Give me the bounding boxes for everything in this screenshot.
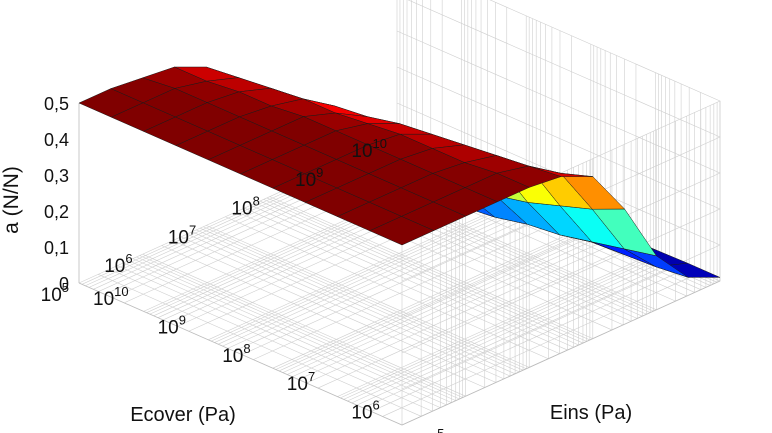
grid-line — [401, 0, 721, 282]
grid-line — [136, 256, 460, 400]
grid-line — [233, 206, 553, 352]
z-tick-label: 0,3 — [44, 166, 69, 186]
grid-line — [236, 211, 560, 354]
x-axis-label: Eins (Pa) — [550, 402, 632, 424]
grid-line — [272, 223, 591, 369]
grid-line — [203, 226, 527, 369]
grid-line — [396, 30, 721, 318]
grid-line — [128, 260, 452, 403]
grid-line — [222, 201, 541, 347]
y-axis-label: Ecover (Pa) — [130, 404, 236, 426]
z-tick-label: 0,5 — [44, 94, 69, 114]
grid-line — [241, 210, 561, 355]
y-tick-label: 108 — [231, 194, 259, 220]
grid-line — [317, 243, 637, 389]
grid-line — [275, 225, 594, 370]
grid-line — [98, 274, 422, 417]
x-tick-label: 105 — [416, 426, 444, 433]
grid-line — [172, 240, 497, 383]
x-tick-label: 109 — [158, 312, 186, 338]
grid-line — [214, 198, 533, 343]
grid-line — [343, 255, 662, 400]
grid-line — [298, 235, 617, 380]
grid-line — [142, 253, 466, 397]
z-tick-label: 0,1 — [44, 238, 69, 258]
x-tick-label: 107 — [287, 369, 315, 395]
grid-line — [340, 253, 659, 399]
grid-line — [139, 255, 463, 398]
y-tick-label: 107 — [168, 222, 196, 248]
grid-line — [161, 245, 485, 388]
grid-line — [351, 258, 670, 404]
z-tick-label: 0,4 — [44, 130, 69, 150]
grid-line — [382, 272, 701, 417]
grid-line — [206, 225, 530, 368]
grid-line — [337, 252, 656, 397]
grid-line — [253, 215, 572, 360]
z-tick-label: 0 — [59, 274, 69, 294]
grid-line — [191, 231, 516, 375]
axis-edge — [78, 280, 721, 426]
grid-line — [199, 227, 524, 371]
grid-line — [278, 226, 598, 372]
grid-line — [371, 267, 690, 412]
grid-line — [396, 102, 721, 390]
grid-line — [287, 230, 606, 375]
grid-line — [218, 199, 537, 345]
grid-line — [347, 256, 666, 402]
y-tick-label: 109 — [295, 165, 323, 191]
grid-line — [225, 216, 549, 360]
grid-line — [109, 268, 433, 412]
grid-line — [282, 228, 601, 373]
x-tick-label: 106 — [351, 398, 379, 424]
grid-line — [396, 66, 721, 354]
y-tick-label: 106 — [104, 251, 132, 277]
z-axis-label: a (N/N) — [0, 166, 23, 234]
grid-line — [180, 236, 505, 380]
surface-mesh — [78, 66, 721, 278]
grid-line — [208, 195, 527, 341]
y-tick-label: 105 — [41, 280, 69, 306]
z-tick-label: 0,2 — [44, 202, 69, 222]
grid-line — [117, 265, 441, 408]
x-tick-label: 108 — [222, 341, 250, 367]
grid-line — [356, 260, 675, 406]
x-tick-label: 1010 — [93, 284, 129, 310]
grid-line — [123, 262, 447, 406]
grid-line — [186, 233, 511, 377]
grid-line — [211, 196, 530, 342]
grid-line — [362, 263, 682, 409]
y-tick-label: 1010 — [351, 136, 387, 162]
tick-labels: 0 0,1 0,2 0,3 0,4 0,5 105 106 107 108 109 1010 105 10… — [41, 94, 445, 433]
surface-patch — [369, 216, 435, 246]
grid-line — [227, 204, 546, 349]
